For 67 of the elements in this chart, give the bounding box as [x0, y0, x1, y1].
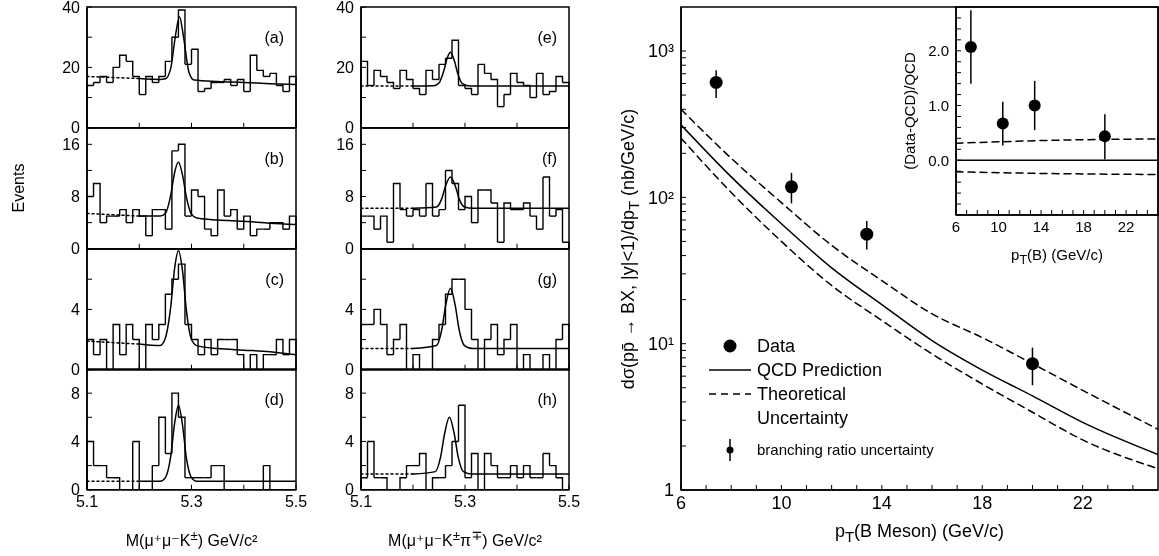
x-axis-title: p$_{T}$(B Meson) (GeV/c) — [833, 520, 1006, 547]
text: (g) — [537, 270, 557, 289]
text: (a) — [264, 29, 284, 47]
text: (h) — [537, 391, 557, 410]
text: (f) — [541, 149, 557, 168]
y-tick-label: 0 — [71, 240, 81, 258]
point — [860, 227, 874, 241]
y-tick-label: 1 — [663, 480, 674, 501]
y-tick-label: 0.0 — [928, 151, 949, 169]
y-tick-label: 40 — [62, 0, 81, 16]
x-tick-label: 18 — [1075, 217, 1092, 235]
x-tick-label: 10 — [771, 492, 792, 513]
x-axis-title: p$_{T}$(B) (GeV/c) — [1010, 245, 1104, 269]
x-axis-title: M(μ⁺μ⁻K$^{±}$) GeV/c² — [124, 527, 259, 552]
y-tick-label: 0 — [345, 240, 355, 258]
x-tick-label: 10 — [990, 217, 1007, 235]
y-tick-label: 8 — [345, 187, 355, 205]
x-tick-label: 22 — [1117, 217, 1135, 235]
x-axis-title: M(μ⁺μ⁻K$^{±}$π$^{∓}$) GeV/c² — [387, 527, 543, 552]
text: (e) — [537, 29, 557, 47]
y-tick-label: 16 — [336, 135, 355, 153]
y-tick-label: 0 — [345, 119, 355, 137]
y-tick-label: 4 — [71, 433, 81, 451]
y-tick-label: 8 — [71, 187, 81, 205]
y-tick-label: 0 — [71, 360, 81, 378]
y-tick-label: 8 — [71, 385, 81, 403]
point — [964, 40, 977, 53]
y-tick-label: 16 — [62, 135, 81, 153]
y-tick-label: 10³ — [647, 41, 675, 62]
annotation: branching ratio uncertainty — [757, 440, 934, 460]
legend-label: Theoretical Uncertainty — [757, 383, 850, 430]
y-tick-label: 10² — [647, 187, 675, 208]
y-tick-label: 20 — [62, 59, 81, 77]
x-tick-label: 18 — [972, 492, 993, 513]
legend-label: Data — [757, 335, 796, 358]
y-tick-label: 1.0 — [928, 96, 949, 114]
text: (d) — [264, 391, 284, 410]
y-tick-label: 40 — [336, 0, 355, 16]
point — [1025, 357, 1039, 371]
y-axis-title: (Data-QCD)/QCD — [900, 52, 919, 170]
y-tick-label: 4 — [345, 433, 355, 451]
y-tick-label: 2.0 — [928, 42, 949, 60]
x-tick-label: 14 — [1032, 217, 1050, 235]
legend-label: QCD Prediction — [757, 359, 883, 382]
x-tick-label: 5.5 — [284, 493, 308, 511]
y-tick-label: 4 — [71, 300, 81, 318]
y-tick-label: 10¹ — [647, 334, 675, 355]
x-tick-label: 5.3 — [180, 493, 203, 511]
y-tick-label: 0 — [71, 119, 81, 137]
y-axis-title: Events — [9, 163, 28, 213]
x-tick-label: 6 — [951, 217, 961, 235]
x-tick-label: 5.5 — [557, 493, 581, 511]
text: (b) — [264, 149, 284, 168]
y-tick-label: 8 — [345, 385, 355, 403]
x-tick-label: 14 — [871, 492, 892, 513]
text: (c) — [265, 270, 284, 289]
y-tick-label: 4 — [345, 300, 355, 318]
y-tick-label: 20 — [336, 59, 355, 77]
point — [784, 180, 798, 194]
y-tick-label: 0 — [345, 360, 355, 378]
x-tick-label: 6 — [675, 492, 687, 513]
x-tick-label: 5.3 — [453, 493, 477, 511]
point — [1028, 99, 1041, 112]
x-tick-label: 22 — [1072, 492, 1093, 513]
point — [709, 75, 723, 89]
point — [996, 117, 1009, 130]
point — [1098, 130, 1111, 143]
